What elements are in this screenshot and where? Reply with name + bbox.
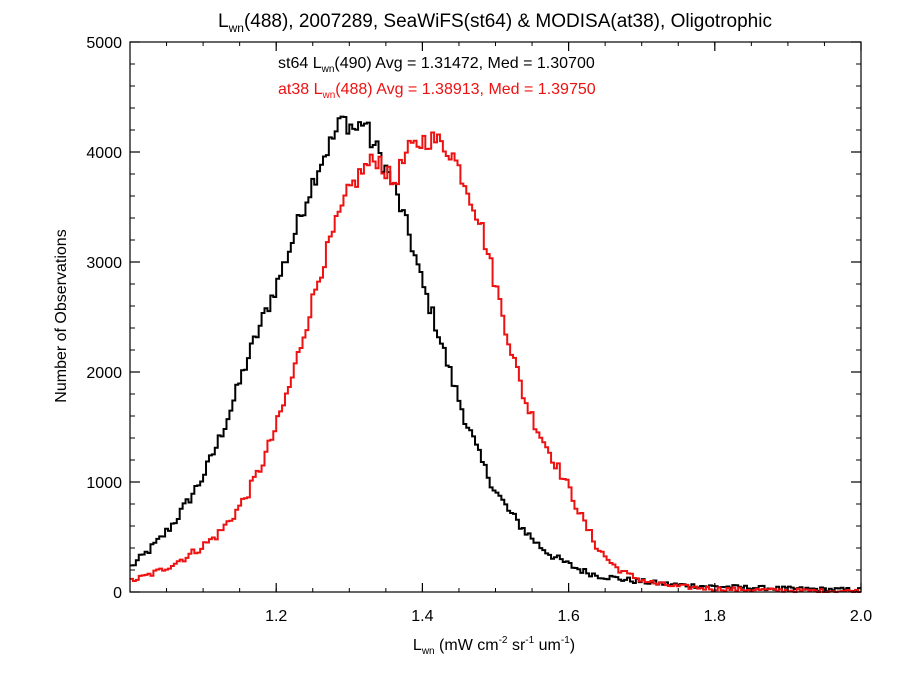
- series-st64-histogram: [130, 115, 861, 593]
- y-tick-label: 4000: [86, 145, 122, 162]
- axis-ticks: 1.2 1.4 1.6 1.8 2.0 0 1000 2000 3000 4000 5000: [86, 35, 872, 625]
- x-axis-label-subscript: wn: [421, 646, 435, 657]
- x-axis-label: Lwn (mW cm-2 sr-1 um-1): [413, 635, 575, 657]
- y-tick-label: 2000: [86, 365, 122, 382]
- y-axis-label: Number of Observations: [53, 229, 70, 402]
- y-tick-label: 3000: [86, 255, 122, 272]
- series-at38-histogram: [130, 131, 861, 593]
- chart-title-rest: (488), 2007289, SeaWiFS(st64) & MODISA(a…: [244, 11, 772, 32]
- x-tick-label: 1.2: [265, 608, 287, 625]
- x-tick-label: 1.8: [704, 608, 726, 625]
- chart-title-subscript: wn: [228, 21, 244, 35]
- x-axis-label-symbol: L: [413, 637, 422, 654]
- plot-area: [130, 115, 861, 593]
- y-tick-label: 5000: [86, 35, 122, 52]
- chart-title: Lwn(488), 2007289, SeaWiFS(st64) & MODIS…: [218, 11, 772, 35]
- y-tick-label: 0: [113, 585, 122, 602]
- x-tick-label: 2.0: [850, 608, 872, 625]
- legend-entry-at38: at38 Lwn(488) Avg = 1.38913, Med = 1.397…: [278, 81, 596, 101]
- x-tick-label: 1.4: [411, 608, 433, 625]
- y-tick-label: 1000: [86, 475, 122, 492]
- plot-frame: [129, 41, 862, 593]
- legend-entry-st64: st64 Lwn(490) Avg = 1.31472, Med = 1.307…: [278, 55, 595, 75]
- chart-title-symbol: L: [218, 11, 229, 32]
- x-tick-label: 1.6: [557, 608, 579, 625]
